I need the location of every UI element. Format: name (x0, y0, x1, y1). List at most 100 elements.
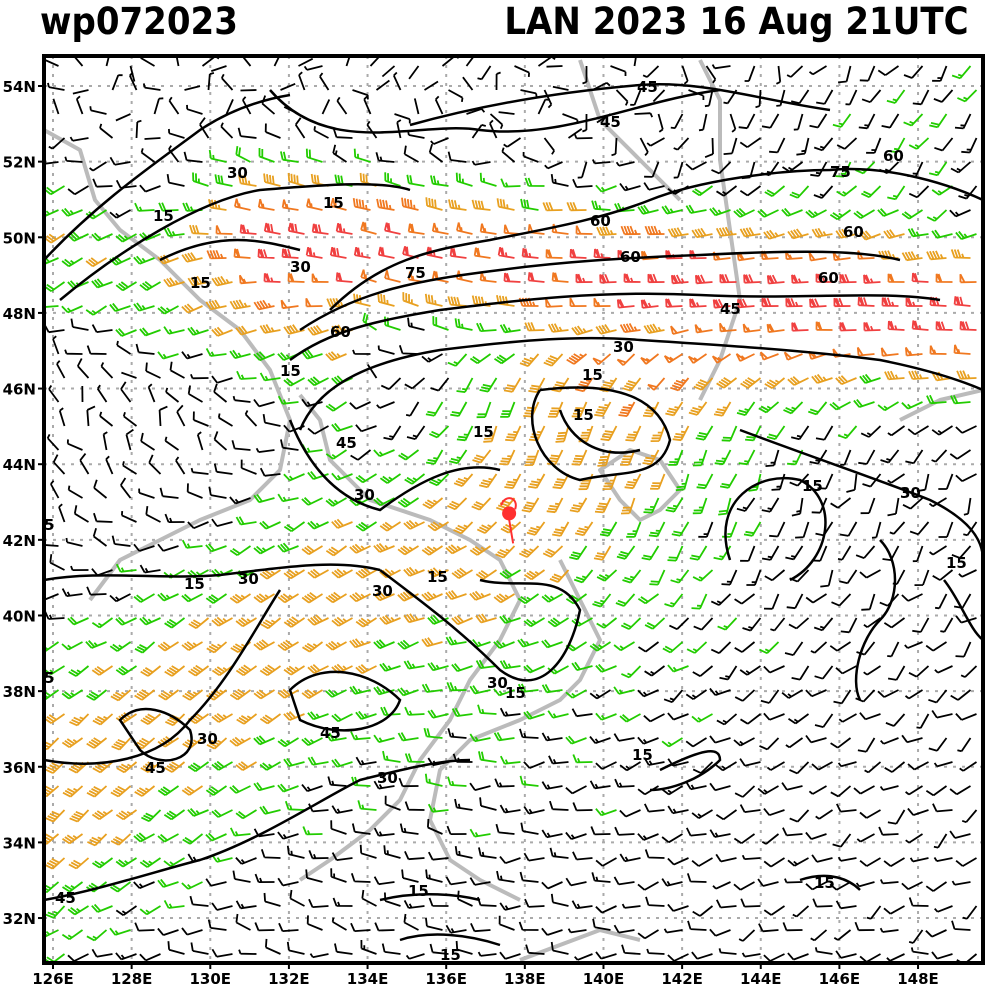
wind-barb (192, 172, 209, 187)
wind-barb (709, 207, 731, 217)
wind-barb (932, 65, 948, 82)
wind-barb (565, 785, 587, 795)
wind-barb (938, 473, 954, 490)
wind-barb (571, 900, 593, 910)
wind-barb (367, 364, 378, 379)
wind-barb (911, 320, 929, 331)
wind-barb (692, 497, 708, 515)
wind-barb (889, 521, 906, 535)
wind-barb (331, 805, 353, 814)
storm-center-marker (500, 497, 517, 544)
wind-barb (479, 271, 497, 283)
wind-barb (44, 281, 66, 292)
wind-barb (599, 521, 618, 537)
wind-barb (181, 252, 203, 263)
wind-barb (719, 665, 738, 681)
wind-barb (524, 322, 545, 332)
wind-barb (447, 776, 467, 787)
wind-barb (157, 785, 180, 796)
wind-barb (500, 401, 516, 418)
wind-barb (466, 108, 486, 115)
wind-barb (763, 905, 786, 916)
wind-barb (277, 639, 299, 651)
wind-barb (428, 143, 444, 163)
wind-barb (253, 639, 275, 651)
wind-barb (863, 274, 881, 284)
wind-barb (307, 324, 329, 336)
wind-barb (759, 737, 780, 751)
wind-barb (139, 564, 161, 574)
wind-barb (44, 209, 59, 218)
wind-barb (397, 687, 419, 697)
wind-barb (596, 569, 618, 582)
wind-barb (394, 113, 411, 124)
wind-barb (910, 947, 929, 955)
wind-barb (864, 761, 882, 774)
wind-barb (135, 119, 142, 139)
wind-barb (280, 299, 299, 310)
contour-label: 30 (290, 258, 311, 276)
wind-barb (176, 404, 186, 427)
wind-barb (908, 137, 930, 150)
wind-barb (373, 734, 395, 743)
wind-barb (650, 425, 666, 442)
lon-tick-label: 134E (347, 970, 389, 988)
wind-barb (519, 775, 539, 787)
wind-barb (667, 712, 689, 721)
wind-barb (213, 383, 228, 403)
wind-barb (472, 449, 492, 464)
wind-barb (928, 161, 948, 177)
wind-barb (69, 136, 89, 142)
wind-barb (858, 113, 876, 130)
wind-barb (403, 660, 425, 670)
wind-barb (640, 299, 659, 309)
wind-barb (207, 72, 215, 91)
wind-barb (61, 588, 83, 597)
wind-barb (48, 137, 66, 150)
wind-barb (277, 542, 299, 553)
wind-barb (613, 686, 635, 695)
wind-barb (744, 65, 756, 82)
wind-barb (691, 809, 713, 819)
wind-barb (141, 809, 162, 823)
wind-barb (164, 436, 180, 451)
wind-barb (527, 272, 545, 283)
contour-label: 45 (637, 78, 658, 96)
wind-barb (105, 455, 114, 475)
wind-barb (790, 425, 810, 441)
wind-barb (257, 198, 275, 211)
wind-barb (331, 616, 353, 627)
wind-barb (786, 65, 804, 78)
wind-barb (955, 473, 977, 483)
wind-barb (188, 617, 210, 629)
wind-barb (574, 521, 594, 537)
wind-barb (691, 593, 708, 610)
wind-barb (929, 113, 948, 129)
wind-barb (401, 197, 419, 211)
wind-barb (571, 661, 593, 671)
wind-barb (229, 736, 251, 747)
wind-barb (739, 665, 762, 676)
wind-barb (763, 857, 785, 868)
wind-barb (675, 473, 690, 492)
wind-barb (846, 473, 858, 493)
wind-barb (424, 773, 443, 787)
wind-barb (353, 293, 371, 307)
wind-barb (499, 449, 516, 466)
wind-barb (757, 878, 779, 887)
wind-barb (859, 857, 881, 867)
wind-barb (446, 682, 467, 692)
wind-barb (89, 161, 107, 172)
wind-barb (255, 447, 275, 453)
wind-barb (733, 881, 755, 891)
wind-barb (616, 545, 636, 560)
wind-barb (277, 831, 299, 840)
wind-barb (541, 683, 563, 694)
wind-barb (647, 273, 665, 284)
wind-barb (925, 929, 947, 938)
wind-barb (914, 569, 930, 586)
wind-barb (145, 505, 161, 523)
wind-barb (493, 640, 515, 649)
wind-barb (667, 953, 689, 962)
wind-barb (835, 665, 857, 675)
